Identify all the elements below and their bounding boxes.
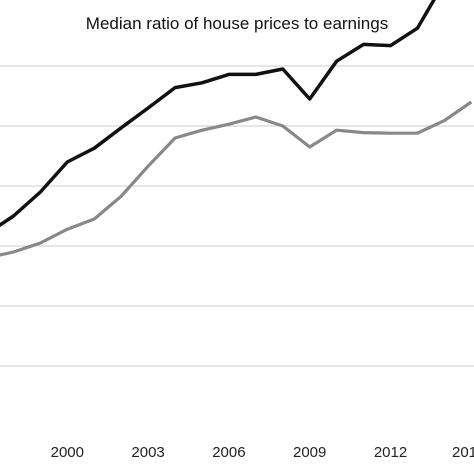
x-tick-label: 2003 bbox=[131, 444, 164, 461]
x-tick-label: 2009 bbox=[293, 444, 326, 461]
x-tick-label: 201 bbox=[452, 444, 474, 461]
x-tick-label: 2012 bbox=[374, 444, 407, 461]
x-tick-label: 2006 bbox=[212, 444, 245, 461]
series-line-1 bbox=[0, 0, 436, 228]
x-tick-label: 2000 bbox=[51, 444, 84, 461]
chart-title: Median ratio of house prices to earnings bbox=[85, 14, 389, 33]
series-line-2 bbox=[0, 100, 473, 257]
